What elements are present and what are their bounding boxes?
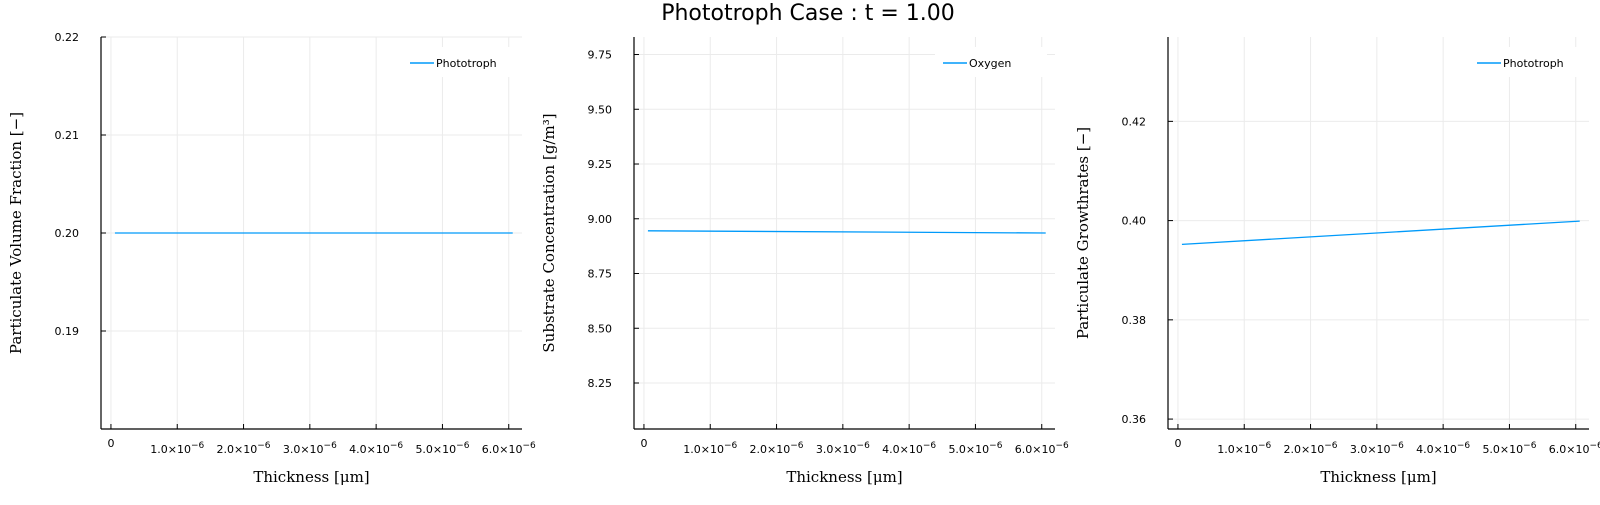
- y-tick-label: 9.25: [588, 158, 613, 171]
- x-tick-label: 6.0×10−6: [1549, 441, 1600, 456]
- chart-panel-1: 0 1.0×10−6 2.0×10−6 3.0×10−6 4.0×10−6 5.0×10−…: [7, 31, 536, 486]
- legend-label: Phototroph: [1503, 57, 1564, 70]
- y-tick-label: 0.40: [1122, 215, 1147, 228]
- y-tick-label: 0.22: [55, 31, 80, 44]
- x-tick-label: 3.0×10−6: [283, 441, 337, 456]
- x-tick-label: 0: [640, 437, 647, 450]
- x-tick-label: 3.0×10−6: [816, 441, 870, 456]
- figure-title: Phototroph Case : t = 1.00: [661, 1, 955, 26]
- y-tick-label: 0.21: [55, 129, 80, 142]
- x-tick-label: 4.0×10−6: [349, 441, 403, 456]
- y-tick-label: 8.50: [588, 322, 613, 335]
- chart-panel-2: 0 1.0×10−6 2.0×10−6 3.0×10−6 4.0×10−6 5.0×10−…: [540, 37, 1069, 486]
- y-tick-label: 0.36: [1122, 413, 1147, 426]
- x-tick-label: 2.0×10−6: [1284, 441, 1338, 456]
- legend-box: [1469, 47, 1581, 77]
- x-tick-label: 0: [1174, 437, 1181, 450]
- x-axis-title: Thickness [μm]: [1320, 468, 1436, 486]
- x-axis-title: Thickness [μm]: [253, 468, 369, 486]
- chart-panel-3: 0 1.0×10−6 2.0×10−6 3.0×10−6 4.0×10−6 5.0×10−…: [1074, 37, 1600, 486]
- y-tick-label: 0.20: [55, 227, 80, 240]
- legend: Phototroph: [1469, 47, 1581, 77]
- x-tick-label: 6.0×10−6: [482, 441, 536, 456]
- series-line-phototroph: [1181, 220, 1580, 246]
- y-tick-label: 8.75: [588, 268, 613, 281]
- y-axis-title: Particulate Volume Fraction [−]: [7, 112, 25, 354]
- x-tick-label: 5.0×10−6: [948, 441, 1002, 456]
- y-tick-label: 0.19: [55, 325, 80, 338]
- x-tick-label: 2.0×10−6: [750, 441, 804, 456]
- x-tick-label: 0: [107, 437, 114, 450]
- legend-label: Oxygen: [969, 57, 1011, 70]
- chart-panels: 0 1.0×10−6 2.0×10−6 3.0×10−6 4.0×10−6 5.0×10−…: [7, 31, 1600, 486]
- legend: Phototroph: [402, 47, 514, 77]
- series-line-oxygen: [647, 230, 1046, 234]
- y-tick-label: 0.42: [1122, 115, 1147, 128]
- x-tick-label: 3.0×10−6: [1350, 441, 1404, 456]
- x-tick-label: 2.0×10−6: [217, 441, 271, 456]
- legend: Oxygen: [935, 47, 1047, 77]
- x-tick-label: 4.0×10−6: [882, 441, 936, 456]
- x-tick-label: 6.0×10−6: [1015, 441, 1069, 456]
- y-tick-label: 9.75: [588, 49, 613, 62]
- x-tick-label: 5.0×10−6: [1482, 441, 1536, 456]
- x-tick-label: 4.0×10−6: [1416, 441, 1470, 456]
- legend-label: Phototroph: [436, 57, 497, 70]
- y-tick-label: 9.00: [588, 213, 613, 226]
- x-tick-label: 1.0×10−6: [1217, 441, 1271, 456]
- y-tick-label: 9.50: [588, 103, 613, 116]
- x-tick-label: 5.0×10−6: [415, 441, 469, 456]
- legend-box: [402, 47, 514, 77]
- x-tick-label: 1.0×10−6: [150, 441, 204, 456]
- x-tick-label: 1.0×10−6: [683, 441, 737, 456]
- x-axis-title: Thickness [μm]: [786, 468, 902, 486]
- y-tick-label: 0.38: [1122, 314, 1147, 327]
- y-axis-title: Particulate Growthrates [−]: [1074, 127, 1092, 339]
- legend-box: [935, 47, 1047, 77]
- y-axis-title: Substrate Concentration [g/m³]: [540, 113, 558, 352]
- y-tick-label: 8.25: [588, 377, 613, 390]
